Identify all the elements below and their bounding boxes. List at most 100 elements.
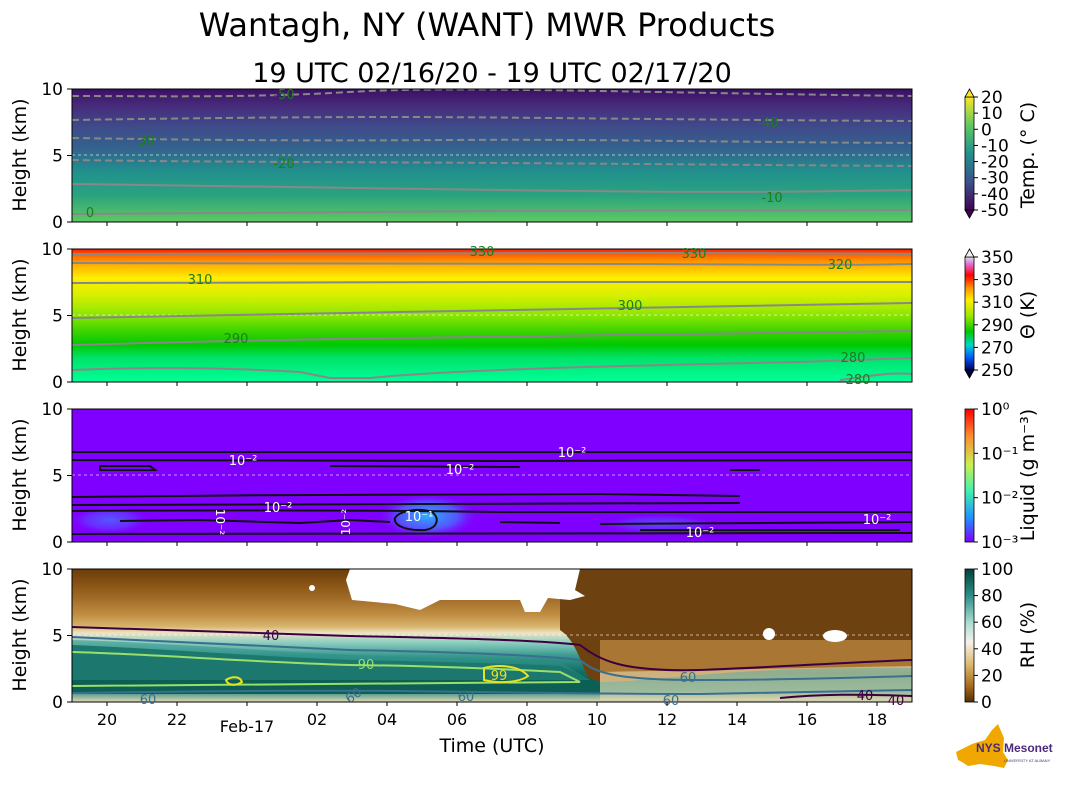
liquid-blob [72, 506, 150, 534]
rh-missing-data [763, 628, 775, 640]
y-tick-label: 0 [52, 213, 63, 233]
theta-contour-label: 330 [470, 245, 495, 260]
y-tick-label: 10 [41, 560, 63, 580]
y-tick-label: 10 [41, 80, 63, 100]
colorbar-tick-label: -40 [981, 185, 1009, 205]
rh-panel: 40 90 99 60 60 60 60 60 40 40 [71, 568, 913, 709]
colorbar-tick-label: 310 [981, 293, 1013, 313]
contour-liquid [119, 518, 561, 525]
liquid-contour-label: 10⁻² [558, 446, 587, 461]
contour-rh-60-low [72, 689, 912, 696]
colorbar-tick-label: -20 [981, 153, 1009, 173]
y-axis-label-theta: Height (km) [9, 258, 31, 371]
colorbar-temp [964, 88, 975, 219]
x-tick-label: 08 [517, 710, 537, 729]
colorbar-tick-label: 10⁰ [981, 400, 1010, 420]
colorbar-ticks: 20100-10-20-30-40-5035033031029027025010… [974, 88, 1018, 713]
colorbar-label-rh: RH (%) [1017, 602, 1039, 668]
contour-liquid [72, 492, 741, 506]
contour-theta-280 [72, 357, 912, 379]
x-tick-label: 22 [167, 710, 187, 729]
contour-rh-40 [72, 626, 912, 672]
contour-theta-300 [72, 302, 912, 319]
contour-rh-90 [72, 651, 581, 687]
colorbar-theta [964, 248, 975, 379]
liquid-contour-label: 10⁻² [229, 454, 258, 469]
contour-theta-280-low [839, 372, 912, 381]
colorbar-label-liquid: Liquid (g m⁻³) [1017, 409, 1039, 541]
theta-contour-label: 320 [828, 258, 853, 273]
liquid-contour-label: 10⁻² [686, 526, 715, 541]
x-tick-label: 18 [867, 710, 887, 729]
colorbar-tick-label: 10⁻³ [981, 533, 1018, 553]
colorbar-liquid [964, 408, 975, 543]
colorbar-tick-label: 10 [981, 104, 1003, 124]
liquid-contour-label: 10⁻² [339, 509, 353, 536]
y-tick-label: 5 [52, 147, 63, 167]
colorbar-tick-label: 270 [981, 338, 1013, 358]
theta-contour-label: 290 [224, 332, 249, 347]
rh-missing-data [823, 630, 847, 642]
temp-contour-label: -20 [273, 157, 294, 172]
x-tick-label: 16 [797, 710, 817, 729]
temp-contour-label: 0 [86, 206, 94, 221]
contour-temp-minus30 [72, 137, 912, 144]
colorbar-tick-label: 350 [981, 248, 1013, 268]
colorbar-tick-label: 0 [981, 693, 992, 713]
theta-contour-label: 300 [618, 299, 643, 314]
colorbar-label-theta: Θ (K) [1017, 291, 1039, 339]
y-tick-label: 10 [41, 240, 63, 260]
liquid-contour-label: 10⁻² [213, 509, 227, 536]
colorbar-tick-label: 40 [981, 640, 1003, 660]
rh-contour-label: 60 [663, 694, 680, 709]
y-tick-label: 0 [52, 373, 63, 393]
colorbar-tick-label: 250 [981, 361, 1013, 381]
theta-contour-label: 310 [188, 273, 213, 288]
y-axis-label-temp: Height (km) [9, 98, 31, 211]
rh-contour-label: 60 [458, 690, 475, 705]
temp-contour-label: -10 [761, 191, 782, 206]
y-tick-label: 0 [52, 693, 63, 713]
liquid-contour-label: 10⁻¹ [405, 510, 434, 525]
y-tick-label: 5 [52, 627, 63, 647]
temp-contour-label: -40 [757, 116, 778, 131]
colorbar-tick-label: -50 [981, 201, 1009, 221]
rh-contour-label: 60 [680, 671, 697, 686]
colorbar-tick-label: -30 [981, 169, 1009, 189]
rh-contour-label: 99 [491, 669, 508, 684]
temp-contour-label: -50 [273, 88, 294, 103]
colorbar-tick-label: 20 [981, 88, 1003, 108]
figure-subtitle: 19 UTC 02/16/20 - 19 UTC 02/17/20 [252, 58, 732, 89]
temperature-panel: -50 -30 -20 -40 -10 0 [71, 88, 913, 223]
rh-missing-data [346, 569, 585, 612]
theta-contour-label: 280 [841, 351, 866, 366]
x-tick-label: 02 [307, 710, 327, 729]
temp-contour-label: -30 [133, 134, 154, 149]
liquid-panel: 10⁻² 10⁻² 10⁻² 10⁻² 10⁻² 10⁻¹ 10⁻² 10⁻² … [71, 408, 913, 543]
contour-liquid [72, 451, 912, 463]
logo-text: NYS Mesonet [976, 741, 1053, 755]
rh-contour-label: 40 [857, 689, 874, 704]
colorbar-label-temp: Temp. (° C) [1017, 102, 1039, 209]
y-tick-label: 10 [41, 400, 63, 420]
temperature-field [72, 89, 912, 222]
y-axis-label-liquid: Height (km) [9, 418, 31, 531]
colorbar-tick-label: 60 [981, 613, 1003, 633]
contour-liquid [393, 509, 438, 532]
contour-liquid [72, 532, 912, 535]
colorbar-tick-label: 10⁻² [981, 489, 1018, 509]
y-tick-label: 5 [52, 467, 63, 487]
contour-temp-minus40 [72, 115, 912, 122]
y-tick-label: 5 [52, 307, 63, 327]
x-tick-label: 14 [727, 710, 747, 729]
figure-title: Wantagh, NY (WANT) MWR Products [199, 6, 775, 44]
theta-panel: 330 330 310 320 300 290 280 280 [71, 245, 913, 388]
x-tick-label: 20 [97, 710, 117, 729]
colorbar-tick-label: -10 [981, 136, 1009, 156]
y-axis-label-rh: Height (km) [9, 578, 31, 691]
colorbar-rh [964, 568, 975, 703]
rh-contour-label: 90 [358, 658, 375, 673]
colorbar-tick-label: 0 [981, 120, 992, 140]
contour-rh-40-low [779, 693, 912, 699]
